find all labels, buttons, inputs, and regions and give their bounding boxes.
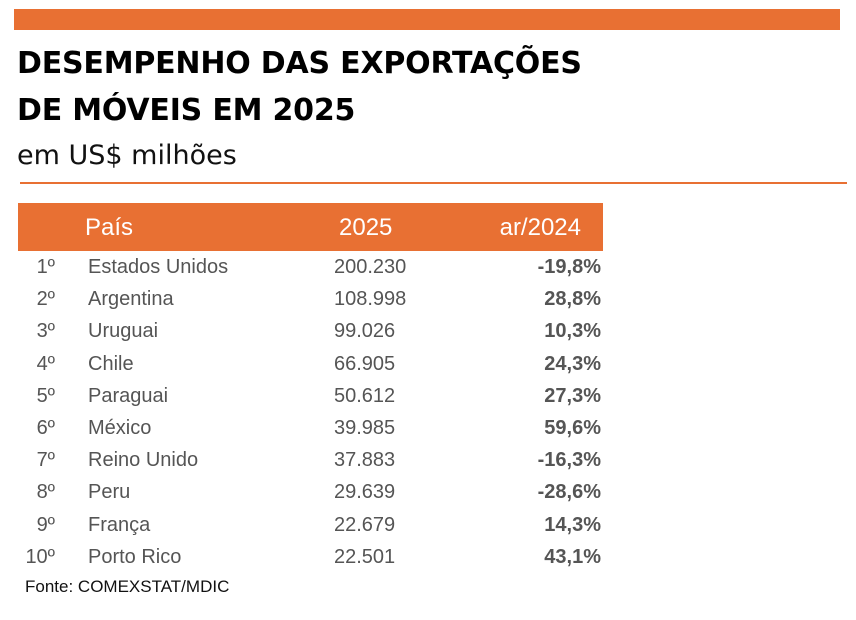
rank-cell: 6º [36, 416, 55, 439]
table-row: 10º Porto Rico 22.501 43,1% [18, 541, 603, 573]
variation-cell: 14,3% [544, 513, 601, 536]
country-cell: França [88, 513, 151, 536]
rank-cell: 3º [36, 320, 55, 343]
table-row: 2º Argentina 108.998 28,8% [18, 283, 603, 315]
country-cell: Chile [88, 352, 134, 375]
table-row: 1º Estados Unidos 200.230 -19,8% [18, 251, 603, 283]
value-cell: 39.985 [334, 416, 396, 439]
variation-cell: 27,3% [544, 384, 601, 407]
variation-cell: -28,6% [537, 481, 601, 504]
divider-rule [20, 182, 847, 184]
title-line-1: DESEMPENHO DAS EXPORTAÇÕES [17, 46, 582, 81]
country-cell: Uruguai [88, 320, 159, 343]
table-row: 7º Reino Unido 37.883 -16,3% [18, 444, 603, 476]
value-cell: 37.883 [334, 449, 396, 472]
table-row: 9º França 22.679 14,3% [18, 509, 603, 541]
value-cell: 66.905 [334, 352, 396, 375]
variation-cell: -19,8% [537, 256, 601, 278]
rank-cell: 2º [36, 288, 55, 311]
table-row: 3º Uruguai 99.026 10,3% [18, 315, 603, 347]
country-cell: Argentina [88, 288, 174, 311]
rank-cell: 7º [36, 449, 55, 472]
header-2025: 2025 [339, 214, 393, 241]
rank-cell: 8º [36, 481, 55, 504]
rank-cell: 10º [25, 545, 55, 568]
value-cell: 200.230 [334, 256, 407, 278]
table-header: País 2025 ar/2024 [18, 203, 603, 251]
exports-table: País 2025 ar/2024 1º Estados Unidos 200.23… [18, 203, 603, 573]
country-cell: Peru [88, 481, 131, 504]
variation-cell: 24,3% [544, 352, 601, 375]
country-cell: Estados Unidos [88, 256, 229, 278]
table-body: 1º Estados Unidos 200.230 -19,8% 2º Argentina… [18, 251, 603, 573]
table-row: 8º Peru 29.639 -28,6% [18, 476, 603, 508]
value-cell: 50.612 [334, 384, 396, 407]
top-accent-bar [14, 9, 840, 30]
variation-cell: 10,3% [544, 320, 601, 343]
value-cell: 22.501 [334, 545, 396, 568]
rank-cell: 5º [36, 384, 55, 407]
chart-title: DESEMPENHO DAS EXPORTAÇÕES DE MÓVEIS EM … [17, 40, 582, 134]
chart-subtitle: em US$ milhões [17, 140, 237, 171]
variation-cell: 28,8% [544, 288, 601, 311]
table-row: 6º México 39.985 59,6% [18, 412, 603, 444]
header-country: País [85, 214, 134, 241]
country-cell: Paraguai [88, 384, 169, 407]
value-cell: 29.639 [334, 481, 396, 504]
value-cell: 22.679 [334, 513, 396, 536]
header-variation: ar/2024 [499, 214, 581, 241]
rank-cell: 4º [36, 352, 55, 375]
title-line-2: DE MÓVEIS EM 2025 [17, 93, 356, 128]
variation-cell: -16,3% [537, 449, 601, 472]
country-cell: Reino Unido [88, 449, 199, 472]
variation-cell: 59,6% [544, 416, 601, 439]
value-cell: 108.998 [334, 288, 407, 311]
country-cell: México [88, 416, 152, 439]
table-row: 5º Paraguai 50.612 27,3% [18, 380, 603, 412]
rank-cell: 9º [36, 513, 55, 536]
rank-cell: 1º [36, 256, 55, 278]
country-cell: Porto Rico [88, 545, 182, 568]
table-row: 4º Chile 66.905 24,3% [18, 348, 603, 380]
value-cell: 99.026 [334, 320, 396, 343]
variation-cell: 43,1% [544, 545, 601, 568]
source-note: Fonte: COMEXSTAT/MDIC [25, 577, 230, 596]
